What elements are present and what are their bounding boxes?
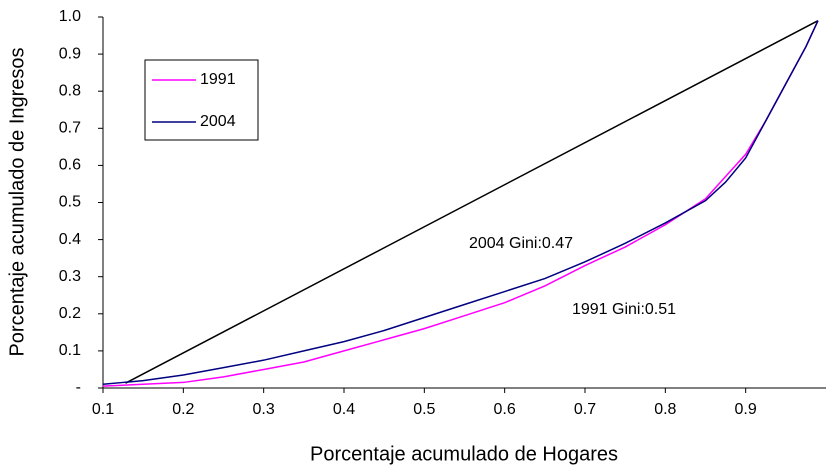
y-tick-label: 0.8: [59, 82, 81, 99]
y-tick-label: 0.3: [59, 268, 81, 285]
x-tick-label: 0.8: [654, 401, 676, 418]
y-tick-label: 1.0: [59, 8, 81, 25]
x-tick-label: 0.4: [333, 401, 355, 418]
legend-box: [144, 59, 259, 141]
y-tick-label: 0.2: [59, 305, 81, 322]
x-tick-label: 0.7: [574, 401, 596, 418]
x-tick-label: 0.9: [735, 401, 757, 418]
line: [102, 20, 819, 386]
annotation: 1991 Gini:0.51: [572, 301, 676, 318]
annotation: 2004 Gini:0.47: [469, 235, 573, 252]
y-tick-label: 0.7: [59, 120, 81, 137]
legend-label: 2004: [200, 113, 236, 130]
x-axis-title: Porcentaje acumulado de Hogares: [310, 443, 618, 465]
x-tick-label: 0.5: [413, 401, 435, 418]
line: [125, 20, 819, 384]
x-tick-label: 0.6: [494, 401, 516, 418]
x-tick-label: 0.2: [172, 401, 194, 418]
y-tick-label: 0.9: [59, 45, 81, 62]
y-tick-label: 0.4: [59, 231, 81, 248]
y-tick-label: 0.6: [59, 157, 81, 174]
x-tick-label: 0.3: [253, 401, 275, 418]
y-tick-label: 0.1: [59, 342, 81, 359]
y-axis-title: Porcentaje acumulado de Ingresos: [6, 47, 28, 356]
y-tick-label: 0.5: [59, 194, 81, 211]
x-tick-label: 0.1: [92, 401, 114, 418]
legend-label: 1991: [200, 71, 236, 88]
y-tick-label: -: [76, 379, 81, 396]
